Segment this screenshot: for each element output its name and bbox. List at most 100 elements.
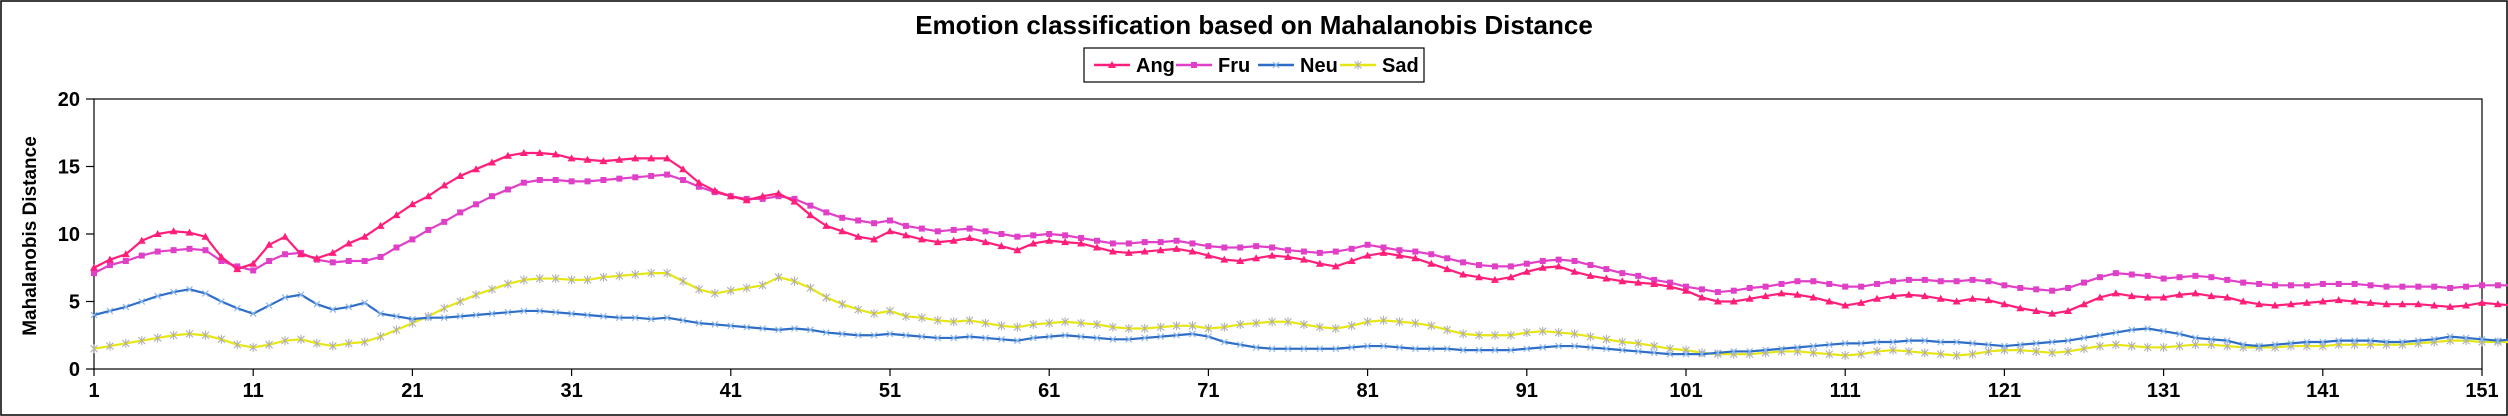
data-point-sad: [1315, 322, 1324, 332]
data-point-sad: [981, 318, 990, 328]
data-point-neu: [1380, 342, 1387, 350]
data-point-sad: [328, 341, 337, 351]
data-point-sad: [679, 276, 687, 286]
data-point-ang: [806, 211, 815, 219]
data-point-fru: [1937, 278, 1944, 285]
data-point-fru: [2431, 283, 2438, 290]
data-point-neu: [440, 314, 448, 322]
data-point-fru: [2033, 286, 2040, 293]
data-point-ang: [2159, 293, 2168, 301]
x-tick-label: 21: [401, 380, 423, 402]
data-point-sad: [2191, 340, 2200, 350]
data-point-neu: [1427, 345, 1435, 353]
data-point-fru: [2415, 283, 2422, 290]
data-point-ang: [2095, 293, 2104, 301]
data-point-neu: [1125, 335, 1133, 343]
data-point-ang: [1443, 265, 1452, 273]
data-point-neu: [1507, 346, 1515, 354]
legend: Ang Fru Neu Sad: [1083, 47, 1425, 83]
data-point-fru: [2112, 270, 2119, 277]
data-point-ang: [153, 230, 162, 237]
data-point-fru: [2383, 283, 2390, 290]
data-point-ang: [1904, 290, 1913, 298]
data-point-neu: [1762, 346, 1770, 354]
data-point-sad: [1061, 317, 1070, 327]
data-point-neu: [345, 303, 353, 311]
data-point-neu: [1300, 345, 1308, 353]
data-point-ang: [1252, 254, 1261, 262]
legend-item-neu: Neu: [1258, 55, 1338, 77]
data-point-ang: [201, 232, 210, 240]
data-point-sad: [902, 311, 910, 321]
data-point-fru: [2303, 282, 2310, 289]
data-point-sad: [1347, 321, 1356, 331]
data-point-neu: [2192, 334, 2199, 342]
data-point-sad: [1427, 321, 1436, 331]
data-point-fru: [2017, 285, 2024, 291]
data-point-fru: [2256, 280, 2263, 287]
data-point-ang: [917, 235, 926, 243]
data-point-ang: [1029, 239, 1038, 247]
data-point-fru: [2319, 280, 2326, 287]
data-point-sad: [2111, 340, 2120, 350]
data-point-ang: [2382, 300, 2391, 308]
data-point-fru: [361, 258, 368, 264]
data-point-fru: [2479, 282, 2485, 289]
data-point-ang: [1045, 236, 1054, 244]
data-point-ang: [440, 181, 449, 189]
data-point-neu: [1475, 346, 1483, 354]
data-point-sad: [774, 272, 783, 282]
data-point-fru: [282, 251, 289, 258]
data-point-fru: [648, 172, 655, 179]
data-point-ang: [2366, 298, 2375, 306]
data-point-fru: [887, 217, 893, 224]
data-point-sad: [695, 284, 703, 294]
data-point-neu: [2414, 337, 2422, 345]
legend-label-neu: Neu: [1300, 55, 1338, 77]
data-point-fru: [1858, 283, 1865, 290]
data-point-ang: [1697, 293, 1706, 301]
data-point-neu: [1268, 345, 1276, 353]
data-point-ang: [1745, 294, 1754, 302]
data-point-fru: [2335, 280, 2342, 287]
data-point-ang: [854, 232, 863, 240]
data-point-sad: [822, 292, 831, 302]
data-point-ang: [2271, 301, 2280, 309]
data-point-ang: [121, 250, 130, 258]
data-point-fru: [1778, 280, 1785, 287]
data-point-neu: [934, 334, 942, 342]
data-point-fru: [902, 222, 909, 229]
data-point-fru: [1587, 262, 1594, 269]
data-point-sad: [1475, 330, 1483, 340]
data-point-neu: [711, 321, 719, 328]
data-point-fru: [695, 183, 702, 190]
data-point-neu: [1539, 343, 1547, 351]
data-point-neu: [2144, 325, 2152, 332]
data-point-neu: [1141, 334, 1149, 342]
data-point-fru: [1539, 258, 1546, 264]
data-point-fru: [218, 258, 225, 264]
data-point-ang: [105, 255, 114, 263]
data-point-fru: [393, 244, 400, 251]
data-point-fru: [2065, 285, 2072, 291]
data-point-sad: [1586, 332, 1595, 342]
x-tick-label: 91: [1516, 380, 1538, 402]
data-point-neu: [2446, 333, 2454, 341]
data-point-sad: [1077, 318, 1085, 328]
data-point-sad: [297, 334, 305, 344]
data-point-fru: [1714, 289, 1721, 296]
data-point-neu: [249, 310, 257, 318]
data-point-sad: [1491, 330, 1499, 340]
data-point-fru: [1460, 259, 1467, 266]
data-point-ang: [774, 189, 783, 197]
data-point-sad: [1236, 319, 1245, 329]
data-point-neu: [2271, 341, 2279, 349]
data-point-ang: [949, 236, 958, 244]
data-point-ang: [1315, 259, 1324, 267]
data-point-sad: [2175, 341, 2184, 351]
data-point-neu: [297, 291, 305, 299]
data-point-ang: [1522, 267, 1531, 275]
data-point-fru: [600, 177, 607, 183]
data-point-ang: [1666, 282, 1675, 290]
data-point-ang: [312, 254, 321, 262]
